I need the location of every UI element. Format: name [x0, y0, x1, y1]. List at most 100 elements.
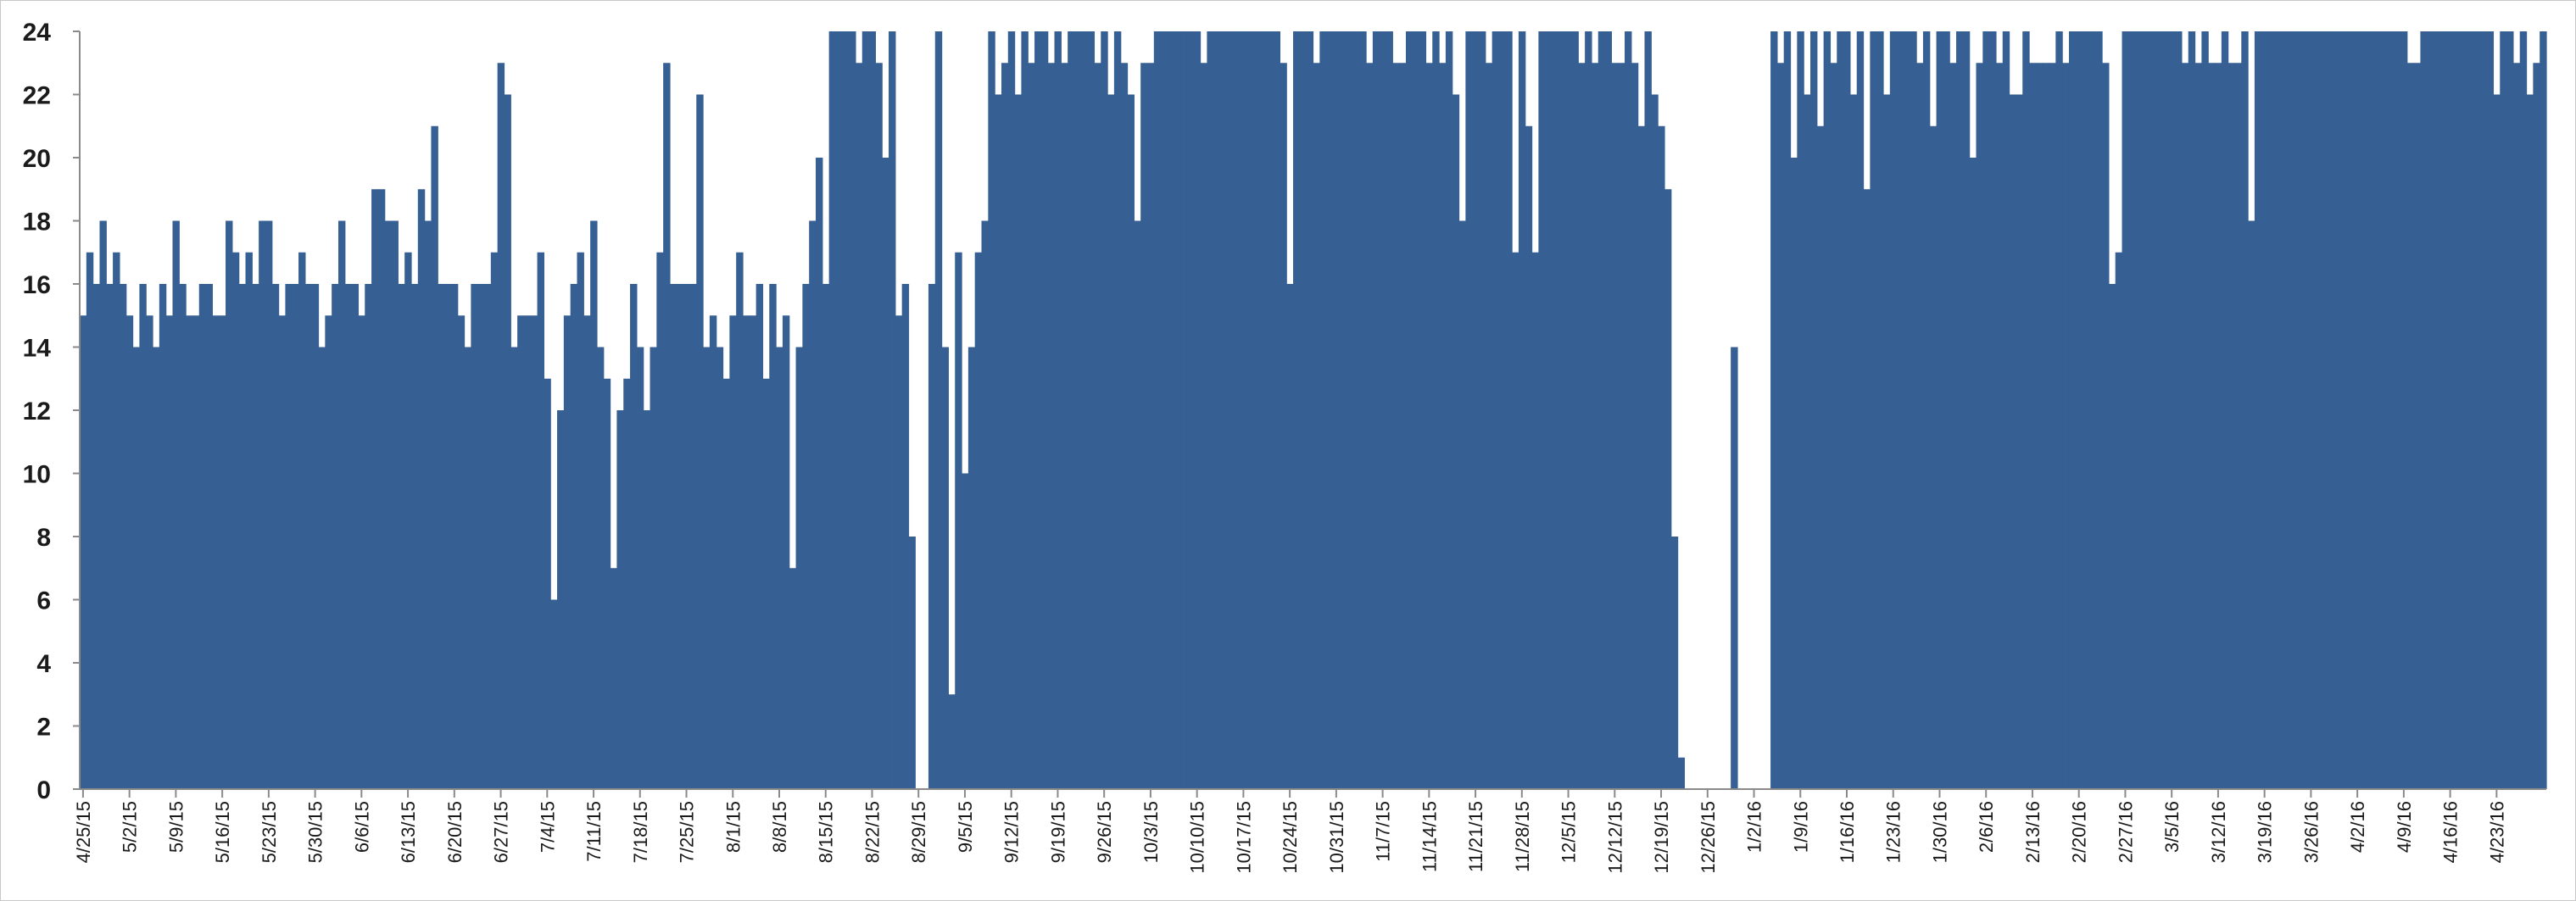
- bar-day-250: [1731, 347, 1738, 789]
- bar-day-355: [2427, 31, 2434, 789]
- bar-day-116: [842, 31, 850, 789]
- bar-day-320: [2194, 63, 2202, 789]
- bar-day-80: [603, 378, 611, 789]
- bar-day-121: [875, 63, 883, 789]
- bar-day-64: [497, 63, 505, 789]
- bar-day-144: [1028, 63, 1035, 789]
- bar-day-295: [2029, 63, 2037, 789]
- x-tick-label-1: 4/25/15: [73, 801, 94, 863]
- bar-day-179: [1259, 31, 1268, 789]
- bar-day-177: [1246, 31, 1254, 789]
- bar-day-148: [1054, 31, 1062, 789]
- x-tick-label-16: 8/8/15: [769, 801, 790, 853]
- bar-day-163: [1153, 31, 1162, 789]
- bar-day-270: [1863, 189, 1871, 789]
- y-tick-label-2: 2: [36, 714, 51, 742]
- bar-day-234: [1625, 31, 1632, 789]
- bar-day-343: [2347, 31, 2355, 789]
- bar-day-7: [119, 284, 127, 789]
- bar-day-326: [2234, 63, 2242, 789]
- bar-day-228: [1585, 31, 1592, 789]
- bar-day-5: [106, 284, 114, 789]
- bar-day-58: [457, 315, 466, 789]
- bar-day-9: [132, 347, 140, 789]
- x-tick-label-49: 3/26/16: [2300, 801, 2322, 863]
- bar-day-229: [1591, 63, 1599, 789]
- x-tick-label-9: 6/20/15: [444, 801, 466, 863]
- x-tick-label-7: 6/6/15: [351, 801, 372, 853]
- bar-day-131: [941, 347, 950, 789]
- bar-day-73: [557, 410, 565, 789]
- bar-day-117: [849, 31, 856, 789]
- bar-day-170: [1200, 63, 1207, 789]
- bar-day-226: [1571, 31, 1579, 789]
- bar-day-42: [351, 284, 360, 789]
- bar-day-217: [1512, 252, 1519, 789]
- y-tick-label-22: 22: [23, 82, 51, 110]
- x-tick-label-46: 3/5/16: [2161, 801, 2183, 853]
- bar-day-345: [2361, 31, 2368, 789]
- bar-day-356: [2434, 31, 2441, 789]
- bar-day-268: [1849, 94, 1858, 789]
- bar-day-259: [1790, 158, 1798, 789]
- bar-day-158: [1120, 63, 1129, 789]
- bar-day-110: [802, 284, 810, 789]
- x-tick-label-38: 1/9/16: [1790, 801, 1811, 853]
- bar-day-282: [1943, 31, 1950, 789]
- x-tick-label-8: 6/13/15: [398, 801, 419, 863]
- bar-day-281: [1936, 31, 1943, 789]
- bar-day-351: [2400, 31, 2408, 789]
- bar-day-124: [895, 315, 903, 789]
- bar-day-35: [304, 284, 313, 789]
- bar-day-114: [828, 31, 837, 789]
- bar-day-311: [2135, 31, 2143, 789]
- bar-day-52: [417, 189, 426, 789]
- bar-day-101: [742, 315, 750, 789]
- bar-day-87: [650, 347, 657, 789]
- x-tick-label-42: 2/6/16: [1976, 801, 1997, 853]
- bar-day-237: [1644, 31, 1652, 789]
- bar-day-34: [298, 252, 306, 789]
- bar-day-153: [1087, 31, 1096, 789]
- bar-day-266: [1837, 31, 1844, 789]
- bar-day-40: [337, 220, 346, 789]
- bar-day-15: [172, 220, 180, 789]
- x-tick-label-51: 4/9/16: [2394, 801, 2415, 853]
- bar-day-132: [948, 694, 956, 789]
- x-tick-label-39: 1/16/16: [1837, 801, 1858, 863]
- bar-day-69: [530, 315, 538, 789]
- bar-day-190: [1332, 31, 1341, 789]
- x-tick-label-34: 12/12/15: [1604, 801, 1625, 874]
- bar-day-235: [1631, 63, 1639, 789]
- bar-day-316: [2168, 31, 2176, 789]
- bar-day-256: [1770, 31, 1778, 789]
- bar-day-145: [1034, 31, 1042, 789]
- bar-day-72: [550, 599, 558, 789]
- bar-day-33: [292, 284, 299, 789]
- x-tick-label-23: 9/26/15: [1094, 801, 1115, 863]
- bar-day-267: [1843, 31, 1851, 789]
- x-tick-label-2: 5/2/15: [120, 801, 141, 853]
- bar-day-119: [861, 31, 870, 789]
- bar-day-11: [146, 315, 153, 789]
- bar-day-269: [1856, 31, 1865, 789]
- bar-day-183: [1286, 284, 1294, 789]
- bar-day-290: [1995, 63, 2004, 789]
- bar-day-188: [1319, 31, 1327, 789]
- bar-day-162: [1147, 63, 1155, 789]
- x-tick-label-36: 12/26/15: [1698, 801, 1719, 874]
- y-tick-label-6: 6: [36, 587, 51, 615]
- x-tick-label-43: 2/13/16: [2022, 801, 2044, 863]
- bar-day-286: [1969, 158, 1977, 789]
- bar-day-96: [709, 315, 717, 789]
- bar-day-165: [1167, 31, 1174, 789]
- bar-day-94: [696, 94, 704, 789]
- bar-day-102: [749, 315, 757, 789]
- bar-day-223: [1552, 31, 1559, 789]
- bar-day-238: [1651, 94, 1659, 789]
- bar-day-278: [1916, 63, 1924, 789]
- bar-day-304: [2088, 31, 2096, 789]
- bar-day-310: [2128, 31, 2136, 789]
- bar-day-4: [99, 220, 107, 789]
